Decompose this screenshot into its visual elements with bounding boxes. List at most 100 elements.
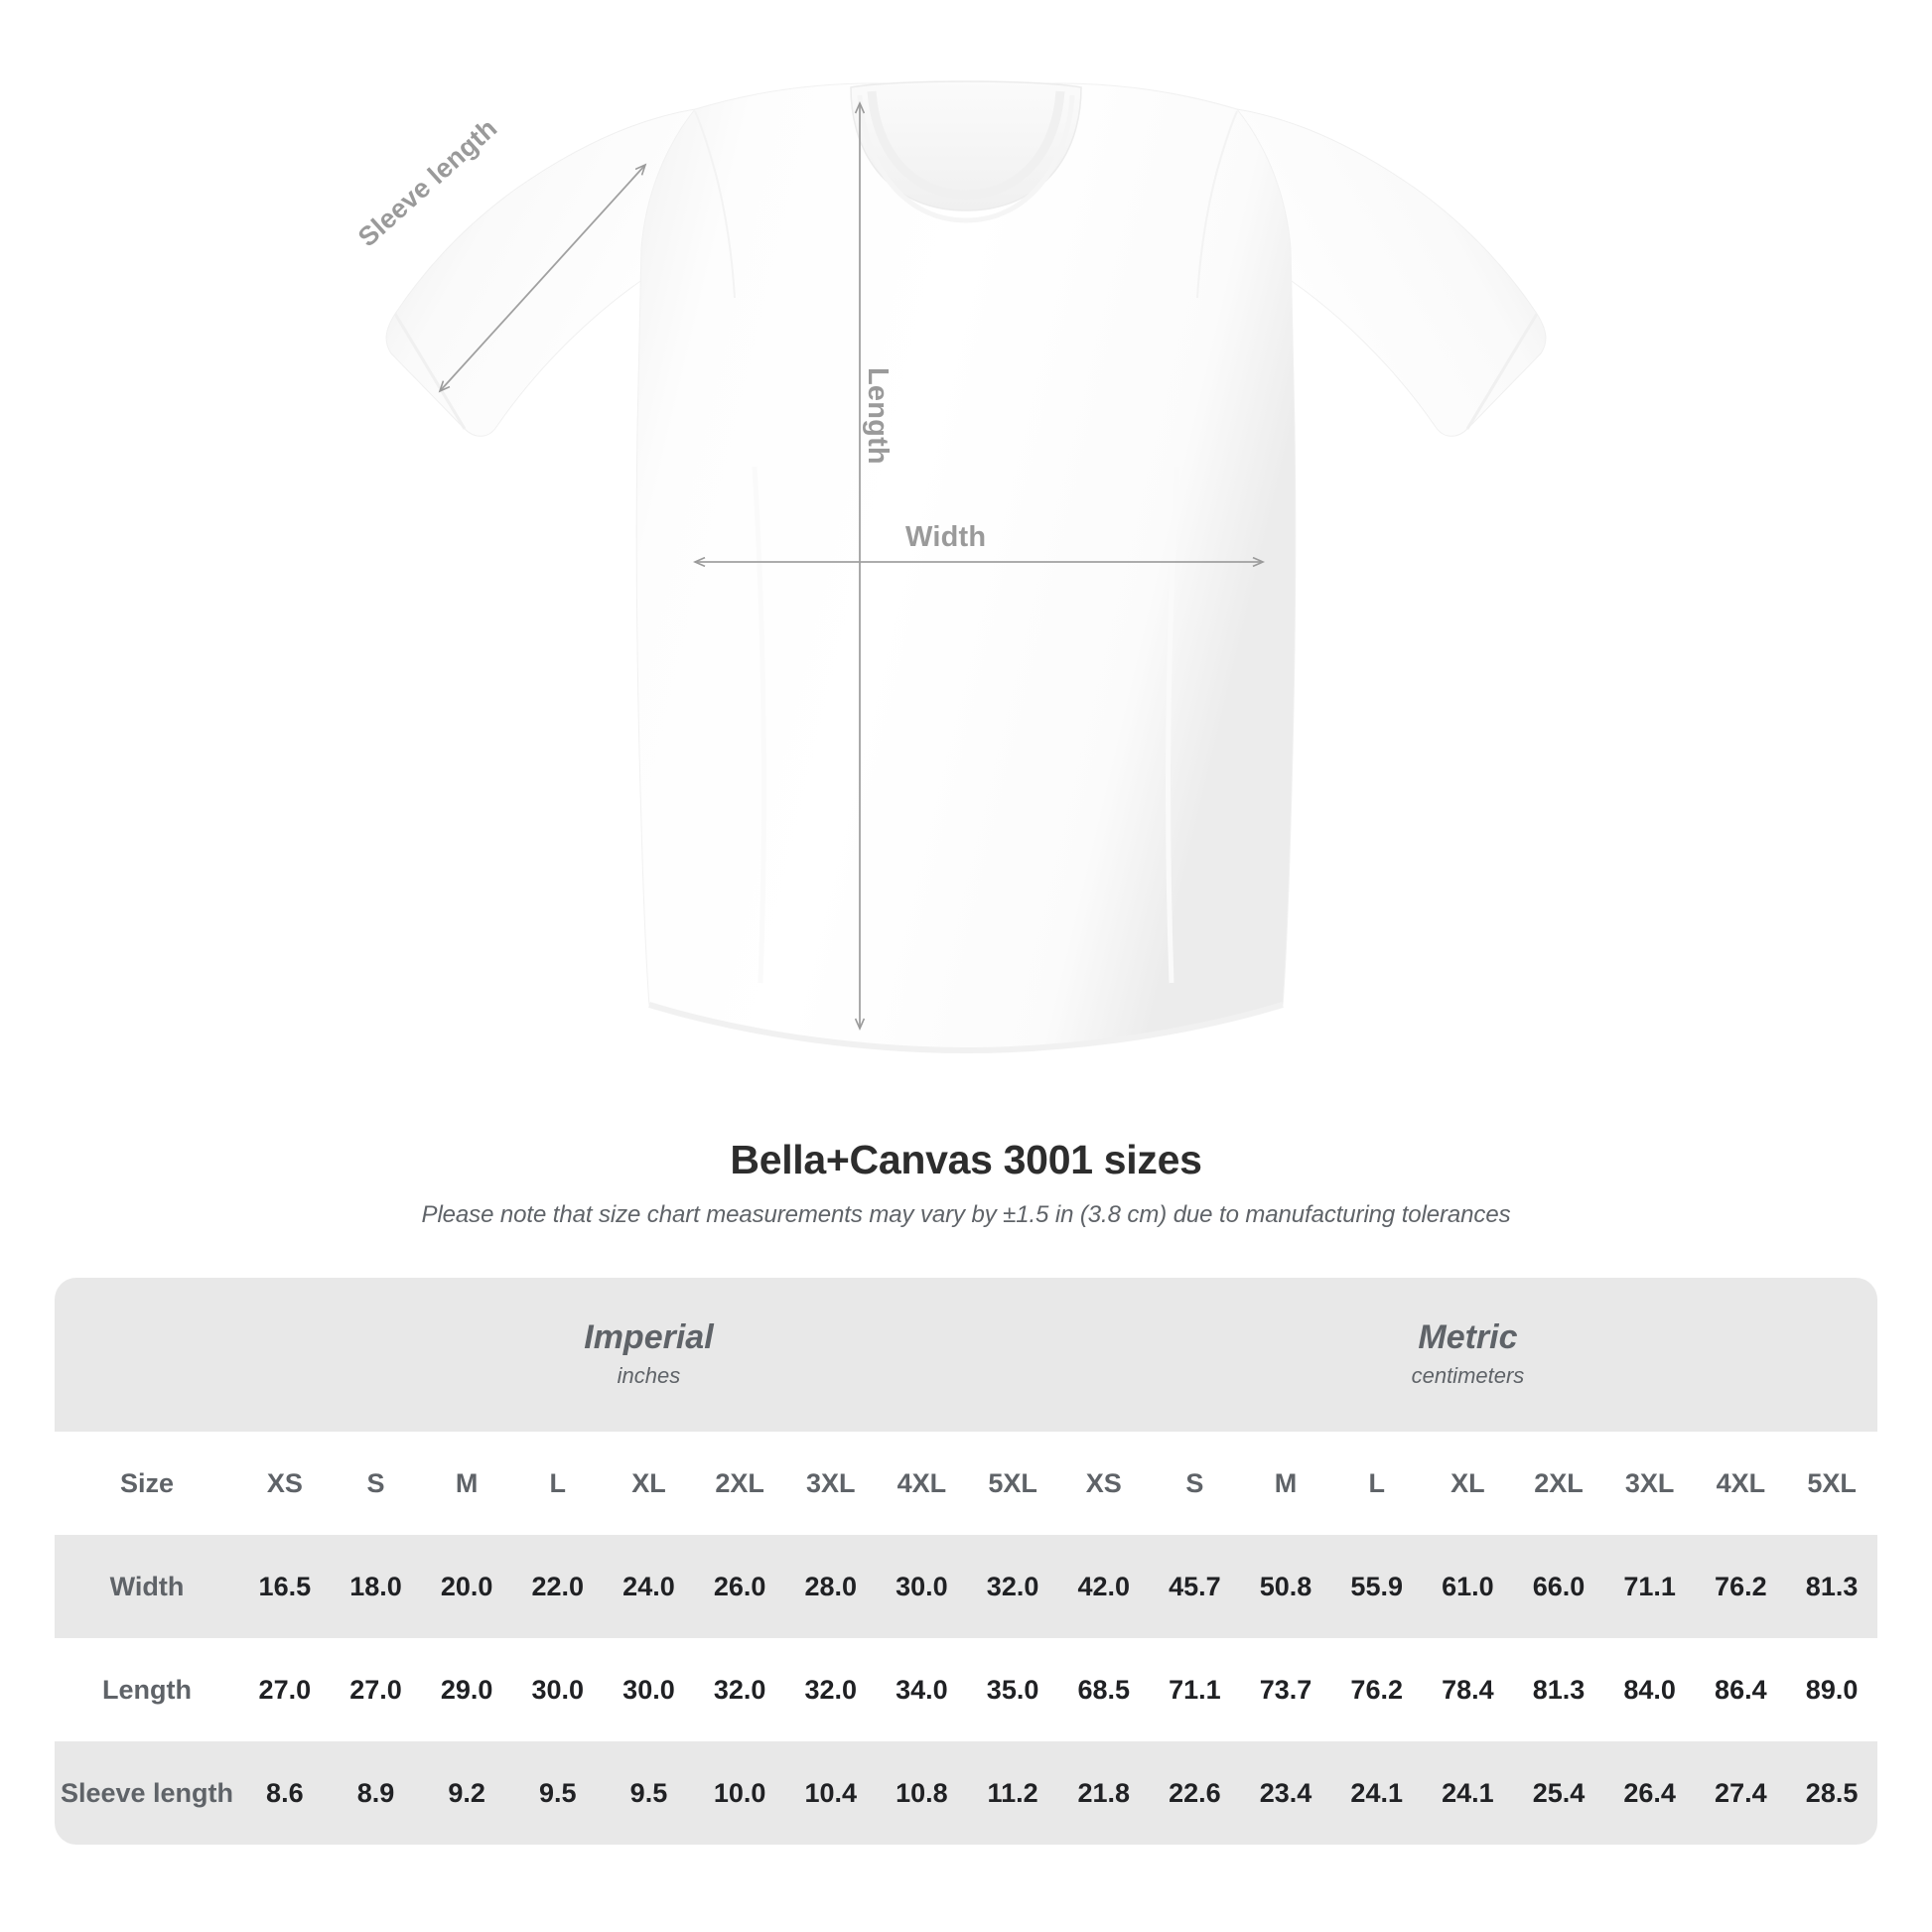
size-header-cell: XL xyxy=(1422,1432,1514,1535)
measurement-cell: 71.1 xyxy=(1149,1638,1241,1741)
measurement-cell: 50.8 xyxy=(1240,1535,1331,1638)
measurement-cell: 26.4 xyxy=(1603,1741,1696,1845)
measurement-cell: 32.0 xyxy=(784,1638,877,1741)
measurement-cell: 30.0 xyxy=(876,1535,968,1638)
measurement-cell: 24.0 xyxy=(603,1535,695,1638)
measurement-cell: 26.0 xyxy=(694,1535,785,1638)
sleeve-length-arrow xyxy=(440,165,645,391)
measurement-cell: 22.0 xyxy=(511,1535,604,1638)
measurement-cell: 61.0 xyxy=(1422,1535,1514,1638)
measurement-cell: 8.9 xyxy=(330,1741,422,1845)
unit-group-unit: centimeters xyxy=(1411,1363,1525,1389)
measurement-cell: 71.1 xyxy=(1603,1535,1696,1638)
measurement-cell: 10.0 xyxy=(694,1741,785,1845)
measurement-cell: 76.2 xyxy=(1695,1535,1787,1638)
measurement-cell: 34.0 xyxy=(876,1638,968,1741)
unit-group-unit: inches xyxy=(617,1363,681,1389)
size-header-cell: S xyxy=(1149,1432,1241,1535)
measurement-cell: 66.0 xyxy=(1513,1535,1604,1638)
size-header-cell: 2XL xyxy=(694,1432,785,1535)
measurement-cell: 24.1 xyxy=(1422,1741,1514,1845)
measurement-cell: 76.2 xyxy=(1330,1638,1423,1741)
measurement-cell: 35.0 xyxy=(967,1638,1058,1741)
size-header-cell: XL xyxy=(603,1432,695,1535)
size-header-cell: 2XL xyxy=(1513,1432,1604,1535)
unit-group-header-imperial: Imperial inches xyxy=(239,1278,1058,1432)
measurement-cell: 9.2 xyxy=(421,1741,512,1845)
measurement-cell: 73.7 xyxy=(1240,1638,1331,1741)
measurement-cell: 11.2 xyxy=(967,1741,1058,1845)
measurement-cell: 27.0 xyxy=(330,1638,422,1741)
size-header-cell: 3XL xyxy=(784,1432,877,1535)
measurement-cell: 28.5 xyxy=(1786,1741,1877,1845)
width-label: Width xyxy=(905,521,987,553)
measurement-cell: 18.0 xyxy=(330,1535,422,1638)
measurement-cell: 20.0 xyxy=(421,1535,512,1638)
measurement-cell: 68.5 xyxy=(1057,1638,1150,1741)
measurement-row-label: Width xyxy=(55,1535,239,1638)
size-header-cell: XS xyxy=(239,1432,331,1535)
measurement-cell: 23.4 xyxy=(1240,1741,1331,1845)
title-block: Bella+Canvas 3001 sizes Please note that… xyxy=(0,1137,1932,1229)
measurement-cell: 22.6 xyxy=(1149,1741,1241,1845)
size-header-cell: 4XL xyxy=(876,1432,968,1535)
size-header-cell: XS xyxy=(1057,1432,1150,1535)
measurement-cell: 24.1 xyxy=(1330,1741,1423,1845)
measurement-cell: 21.8 xyxy=(1057,1741,1150,1845)
unit-group-header-row: Imperial inches Metric centimeters xyxy=(55,1278,1877,1432)
table-row: Sleeve length 8.6 8.9 9.2 9.5 9.5 10.0 10.4 10.8… xyxy=(55,1741,1877,1845)
measurement-cell: 84.0 xyxy=(1603,1638,1696,1741)
measurement-cell: 27.4 xyxy=(1695,1741,1787,1845)
size-header-cell: 5XL xyxy=(967,1432,1058,1535)
measurement-cell: 81.3 xyxy=(1513,1638,1604,1741)
measurement-lines xyxy=(440,103,1263,1029)
measurement-cell: 25.4 xyxy=(1513,1741,1604,1845)
unit-group-header-metric: Metric centimeters xyxy=(1057,1278,1877,1432)
measurement-cell: 42.0 xyxy=(1057,1535,1150,1638)
measurement-cell: 86.4 xyxy=(1695,1638,1787,1741)
table-row: Length 27.0 27.0 29.0 30.0 30.0 32.0 32.0 34.0 35… xyxy=(55,1638,1877,1741)
size-header-cell: M xyxy=(421,1432,512,1535)
measurement-cell: 10.4 xyxy=(784,1741,877,1845)
measurement-cell: 78.4 xyxy=(1422,1638,1514,1741)
measurement-cell: 10.8 xyxy=(876,1741,968,1845)
size-chart-table: Imperial inches Metric centimeters Size XS S M L… xyxy=(55,1278,1877,1845)
tshirt-shape xyxy=(385,80,1547,1054)
measurement-row-label: Sleeve length xyxy=(55,1741,239,1845)
measurement-cell: 30.0 xyxy=(603,1638,695,1741)
measurement-cell: 81.3 xyxy=(1786,1535,1877,1638)
size-chart-table-container: Imperial inches Metric centimeters Size XS S M L… xyxy=(55,1278,1877,1845)
unit-group-name: Metric xyxy=(1418,1317,1518,1356)
measurement-cell: 32.0 xyxy=(967,1535,1058,1638)
size-header-row: Size XS S M L XL 2XL 3XL 4XL 5XL XS S M L XL 2XL 3XL 4XL 5… xyxy=(55,1432,1877,1535)
measurement-cell: 9.5 xyxy=(603,1741,695,1845)
size-header-cell: 4XL xyxy=(1695,1432,1787,1535)
table-corner-cell xyxy=(55,1278,239,1432)
size-header-cell: M xyxy=(1240,1432,1331,1535)
size-header-cell: S xyxy=(330,1432,422,1535)
measurement-cell: 28.0 xyxy=(784,1535,877,1638)
size-header-cell: L xyxy=(511,1432,604,1535)
measurement-cell: 27.0 xyxy=(239,1638,331,1741)
size-header-cell: 3XL xyxy=(1603,1432,1696,1535)
page-title: Bella+Canvas 3001 sizes xyxy=(730,1137,1202,1182)
measurement-cell: 16.5 xyxy=(239,1535,331,1638)
measurement-cell: 8.6 xyxy=(239,1741,331,1845)
measurement-cell: 45.7 xyxy=(1149,1535,1241,1638)
tolerance-note: Please note that size chart measurements… xyxy=(421,1201,1511,1228)
measurement-row-label: Length xyxy=(55,1638,239,1741)
length-label: Length xyxy=(862,367,894,465)
size-header-cell: 5XL xyxy=(1786,1432,1877,1535)
unit-group-name: Imperial xyxy=(584,1317,714,1356)
measurement-cell: 89.0 xyxy=(1786,1638,1877,1741)
measurement-cell: 9.5 xyxy=(511,1741,604,1845)
measurement-cell: 29.0 xyxy=(421,1638,512,1741)
tshirt-diagram-svg xyxy=(385,80,1547,1054)
table-row: Width 16.5 18.0 20.0 22.0 24.0 26.0 28.0 30.0 32.… xyxy=(55,1535,1877,1638)
garment-illustration: Sleeve length Length Width xyxy=(352,80,1547,1054)
measurement-cell: 55.9 xyxy=(1330,1535,1423,1638)
measurement-cell: 30.0 xyxy=(511,1638,604,1741)
size-header-cell: L xyxy=(1330,1432,1423,1535)
size-header-label: Size xyxy=(55,1432,239,1535)
